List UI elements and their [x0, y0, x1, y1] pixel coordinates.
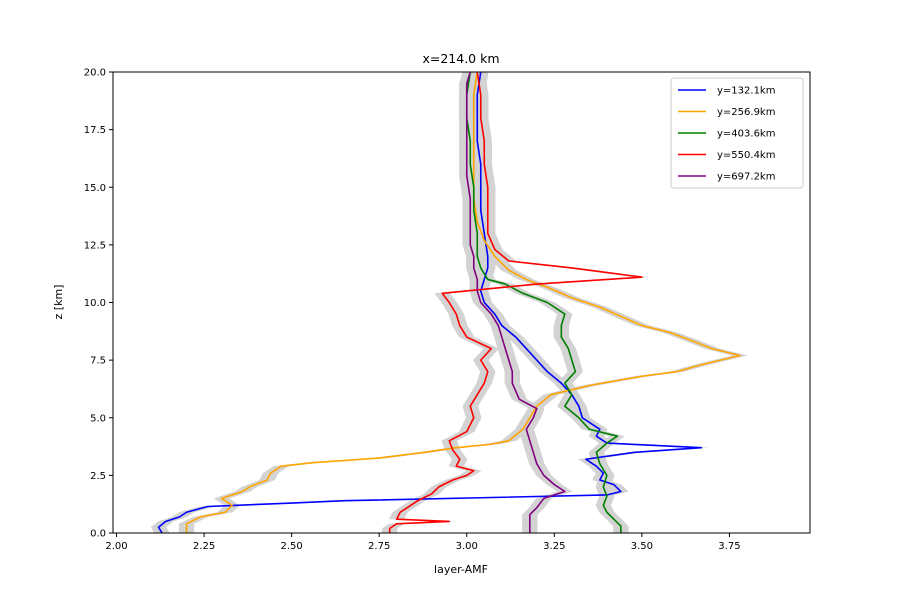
legend-box [670, 77, 804, 189]
x-axis: 2.00 2.25 2.50 2.75 3.00 3.25 3.50 3.75 [105, 533, 741, 552]
y-tick-label: 7.5 [90, 356, 106, 367]
series-line-5 [465, 71, 566, 533]
y-tick-label: 10.0 [84, 298, 106, 309]
series-line-4 [388, 71, 643, 533]
x-tick-label: 3.50 [631, 541, 653, 552]
x-tick-label: 2.25 [193, 541, 215, 552]
y-axis-label: z [km] [52, 285, 65, 320]
legend-label-3: y=403.6km [717, 129, 775, 140]
uncertainty-band-3 [459, 72, 629, 533]
x-tick-label: 3.00 [456, 541, 478, 552]
y-tick-label: 12.5 [84, 240, 106, 251]
legend-label-5: y=697.2km [717, 172, 775, 183]
y-tick-label: 17.5 [84, 125, 106, 136]
series-line-1 [157, 71, 703, 534]
y-tick-label: 5.0 [90, 413, 106, 424]
series-lines [157, 71, 741, 534]
series-line-2 [185, 71, 741, 533]
legend-label-4: y=550.4km [717, 150, 775, 161]
series-line-3 [465, 71, 622, 533]
legend: y=132.1km y=256.9km y=403.6km y=550.4km y=69… [670, 77, 804, 189]
y-axis: 0.0 2.5 5.0 7.5 10.0 12.5 15.0 17.5 20.0 [84, 68, 113, 540]
y-tick-label: 2.5 [90, 471, 106, 482]
x-tick-label: 3.25 [543, 541, 565, 552]
x-tick-label: 2.75 [368, 541, 390, 552]
y-tick-label: 20.0 [84, 68, 106, 79]
legend-label-1: y=132.1km [717, 86, 775, 97]
x-tick-label: 2.00 [105, 541, 127, 552]
y-tick-label: 0.0 [90, 529, 106, 540]
y-tick-label: 15.0 [84, 183, 106, 194]
legend-label-2: y=256.9km [717, 107, 775, 118]
x-axis-label: layer-AMF [434, 563, 488, 576]
chart-title: x=214.0 km [422, 51, 499, 66]
x-tick-label: 3.75 [718, 541, 740, 552]
x-tick-label: 2.50 [280, 541, 302, 552]
